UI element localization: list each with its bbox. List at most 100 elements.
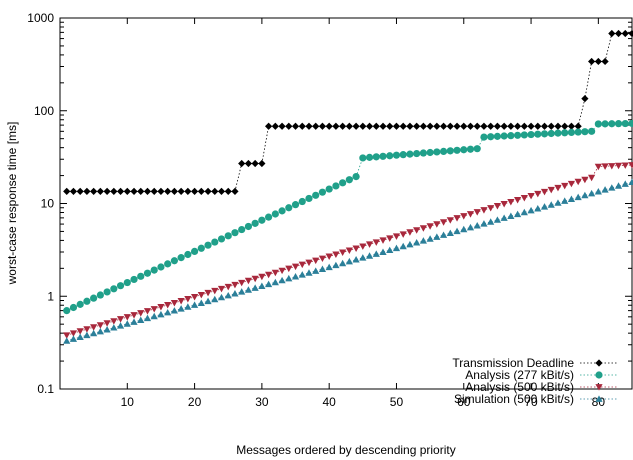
x-tick-label: 50 (390, 395, 404, 409)
data-point (224, 187, 232, 196)
data-point (325, 185, 333, 193)
data-point (547, 201, 555, 208)
data-point (460, 146, 468, 154)
data-point (211, 295, 219, 303)
data-point (177, 254, 185, 262)
data-point (628, 162, 633, 169)
data-point (130, 275, 138, 284)
data-point (547, 129, 555, 138)
data-point (406, 122, 414, 130)
data-point (265, 122, 273, 130)
data-point (298, 271, 306, 278)
data-point (150, 312, 158, 320)
data-point (527, 206, 535, 214)
data-point (514, 131, 522, 139)
data-point (123, 187, 131, 196)
data-point (453, 215, 461, 222)
data-point (594, 163, 602, 171)
data-point (278, 122, 286, 130)
data-point (561, 182, 569, 190)
data-point (204, 289, 212, 297)
series-1 (63, 119, 633, 315)
data-point (446, 217, 454, 224)
data-point (365, 122, 374, 130)
data-point (540, 130, 549, 138)
data-point (588, 174, 596, 182)
data-point (123, 314, 131, 321)
data-point (628, 119, 633, 128)
data-point (116, 187, 125, 196)
data-point (164, 302, 172, 309)
data-point (520, 122, 528, 130)
data-point (426, 223, 434, 230)
data-point (534, 130, 542, 138)
data-point (399, 151, 407, 159)
data-point (137, 316, 145, 323)
data-point (318, 255, 327, 263)
x-tick-label: 30 (255, 395, 269, 409)
data-point (325, 122, 333, 130)
data-point (372, 153, 380, 161)
data-point (224, 232, 232, 240)
data-point (197, 244, 205, 252)
data-point (345, 257, 353, 265)
series-line (66, 123, 633, 311)
data-point (446, 229, 454, 237)
data-point (473, 222, 481, 229)
data-point (291, 273, 300, 280)
data-point (540, 122, 549, 130)
data-point (76, 187, 84, 196)
data-point (379, 122, 387, 130)
series-line (66, 33, 632, 192)
data-point (244, 159, 253, 168)
data-point (157, 310, 165, 318)
data-point (258, 216, 266, 224)
data-point (507, 212, 515, 220)
data-point (190, 247, 199, 255)
data-point (406, 229, 414, 236)
data-point (527, 192, 535, 200)
data-point (345, 247, 353, 254)
data-point (278, 267, 286, 275)
data-point (298, 261, 306, 269)
data-point (621, 119, 629, 128)
data-point (359, 254, 367, 261)
data-point (244, 286, 253, 293)
data-point (96, 327, 104, 335)
data-point (581, 191, 589, 199)
data-point (514, 210, 522, 218)
data-point (480, 207, 488, 214)
data-point (177, 305, 185, 312)
data-point (332, 251, 340, 259)
data-point (285, 122, 293, 130)
data-point (500, 122, 508, 130)
data-point (211, 187, 219, 196)
data-point (164, 308, 172, 316)
data-point (76, 328, 84, 335)
data-point (352, 172, 360, 181)
data-point (621, 162, 629, 169)
data-point (123, 320, 131, 327)
data-point (594, 187, 602, 195)
data-point (312, 122, 320, 130)
data-point (291, 122, 300, 130)
data-point (534, 204, 542, 212)
data-point (567, 195, 576, 203)
x-tick-label: 20 (188, 395, 202, 409)
data-point (480, 133, 488, 141)
data-point (547, 122, 555, 130)
data-point (305, 122, 313, 130)
data-point (137, 310, 145, 317)
data-point (453, 146, 461, 154)
data-point (406, 150, 414, 158)
data-point (419, 122, 427, 130)
data-point (271, 278, 279, 286)
data-point (439, 219, 448, 226)
data-point (110, 285, 118, 293)
data-point (473, 145, 481, 153)
data-point (190, 301, 199, 308)
data-point (298, 197, 306, 206)
data-point (500, 201, 508, 208)
data-point (608, 184, 616, 191)
data-point (278, 207, 286, 215)
